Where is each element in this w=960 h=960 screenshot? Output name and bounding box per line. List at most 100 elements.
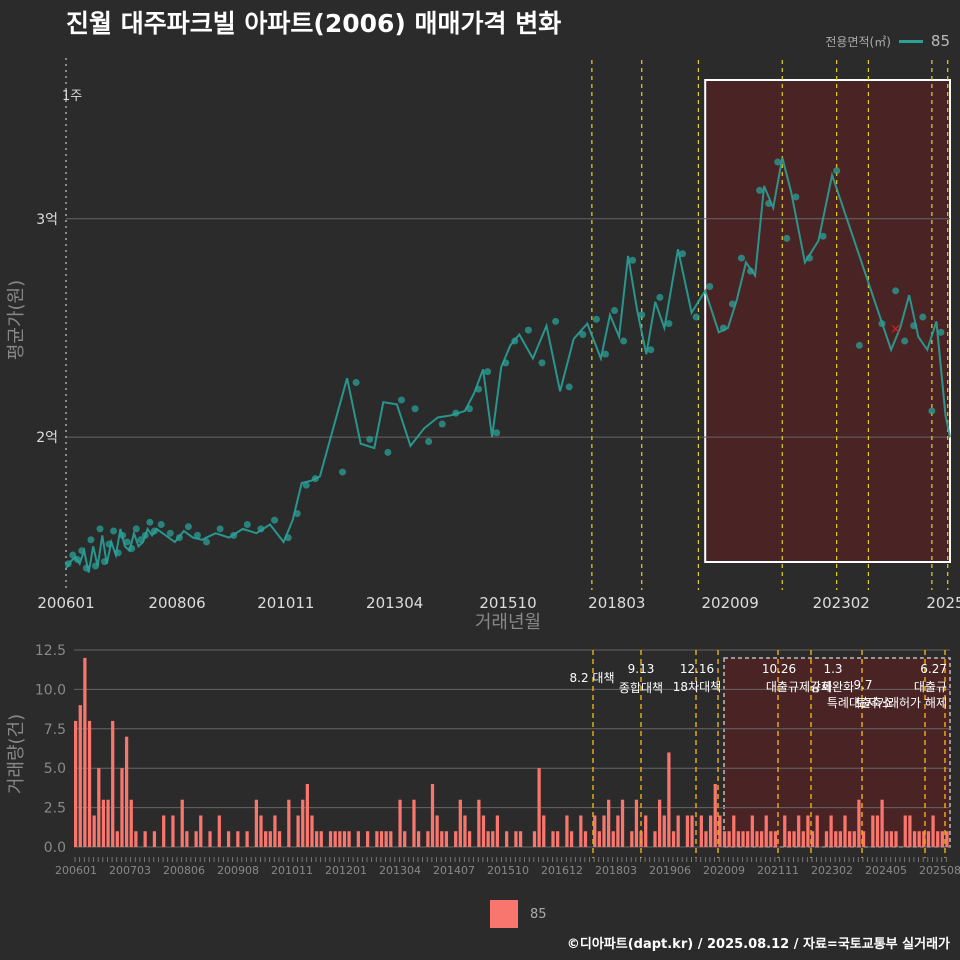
volume-bar (458, 799, 462, 847)
x-tick-label: 201612 (541, 864, 583, 877)
price-point (629, 256, 637, 264)
price-point (302, 481, 310, 489)
x-tick-label: 201510 (479, 594, 536, 612)
volume-bar (305, 783, 309, 847)
price-point (855, 341, 863, 349)
volume-bar (616, 815, 620, 847)
x-tick-label: 202508 (919, 864, 960, 877)
price-point (184, 523, 192, 531)
price-point (511, 337, 519, 345)
volume-bar (542, 815, 546, 847)
volume-bar (412, 799, 416, 847)
volume-bar (658, 799, 662, 847)
x-tick-label: 201011 (271, 864, 313, 877)
volume-bar (111, 720, 115, 847)
price-point (452, 409, 460, 417)
volume-bar (296, 815, 300, 847)
price-point (128, 545, 136, 553)
price-point (271, 516, 279, 524)
volume-bar (857, 799, 861, 847)
x-tick-label: 200601 (55, 864, 97, 877)
volume-bar (903, 815, 907, 847)
volume-bar (268, 831, 272, 847)
price-point (105, 540, 113, 548)
y-tick-label: 5.0 (44, 761, 66, 777)
volume-bar (328, 831, 333, 847)
volume-bar (871, 815, 875, 847)
x-axis-title: 거래년월 (475, 612, 541, 633)
volume-bar (440, 831, 444, 847)
y-tick-label: 2억 (36, 430, 58, 446)
volume-bar (583, 831, 588, 847)
x-tick-label: 201803 (595, 864, 637, 877)
volume-bar (481, 815, 486, 847)
price-chart: 2억 3억 200601 200806 201011 201304 201510 201803… (6, 58, 960, 633)
volume-bar (861, 831, 866, 847)
price-point (352, 379, 360, 387)
volume-bar (769, 831, 773, 847)
y-tick-label: 0.0 (44, 840, 66, 856)
price-point (783, 234, 791, 242)
legend-swatch-line (898, 39, 923, 43)
price-point (293, 510, 301, 518)
volume-bar (532, 831, 537, 847)
volume-bar (259, 815, 263, 847)
volume-bar (732, 815, 736, 847)
volume-bar (806, 815, 810, 847)
volume-bar (486, 831, 490, 847)
volume-bar (477, 799, 481, 847)
price-point (620, 337, 628, 345)
corner-label: 1주 (62, 89, 82, 104)
price-point (78, 547, 86, 555)
price-point (692, 313, 700, 321)
volume-bar (815, 815, 819, 847)
volume-bar (180, 799, 184, 847)
policy-name-label: 종합대책 (619, 680, 663, 695)
volume-bar (565, 815, 569, 847)
price-point (601, 350, 609, 358)
policy-name-label: 대출규제강화 (766, 680, 832, 694)
volume-bar (78, 705, 82, 847)
volume-bar (750, 815, 754, 847)
volume-bar (379, 831, 384, 847)
bar-legend-label: 85 (530, 906, 547, 922)
price-point (706, 282, 714, 290)
volume-bar (333, 831, 337, 847)
volume-bar (722, 831, 727, 847)
x-tick-label: 200908 (217, 864, 259, 877)
y-tick-label: 12.5 (35, 643, 66, 659)
x-tick-label: 202302 (811, 864, 853, 877)
price-point (901, 337, 909, 345)
price-point (928, 407, 936, 415)
volume-bar (940, 831, 944, 847)
volume-bar (848, 831, 852, 847)
volume-bar (667, 752, 671, 847)
volume-bar (736, 831, 741, 847)
policy-name-label: 18차대책 (673, 679, 721, 694)
volume-bar (505, 831, 509, 847)
price-point (719, 324, 727, 332)
price-point (96, 525, 104, 533)
legend-series-label: 85 (930, 32, 950, 50)
price-point (101, 558, 109, 566)
x-tick-label: 200703 (109, 864, 151, 877)
policy-date-label: 9.13 (628, 662, 655, 676)
volume-bar (384, 831, 388, 847)
price-point (166, 529, 174, 537)
volume-bar (319, 831, 323, 847)
volume-bar (852, 831, 856, 847)
price-point (216, 525, 224, 533)
legend-title: 전용면적(㎡) (825, 34, 891, 49)
x-tick-label: 202009 (702, 594, 759, 612)
volume-bar (704, 831, 708, 847)
volume-bar (838, 831, 843, 847)
volume-bar (416, 831, 421, 847)
price-point (465, 405, 473, 413)
volume-bar (518, 831, 523, 847)
volume-bar (783, 815, 787, 847)
price-point (69, 551, 77, 559)
price-point (311, 475, 319, 483)
volume-bar (602, 815, 606, 847)
price-point (538, 359, 546, 367)
volume-bar (398, 799, 402, 847)
